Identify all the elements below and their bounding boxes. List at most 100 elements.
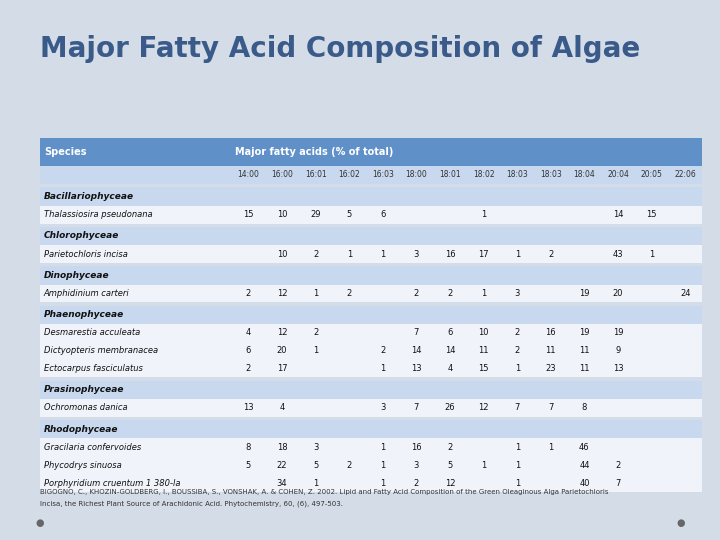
Text: Rhodophyceae: Rhodophyceae <box>44 425 118 434</box>
Text: 14:00: 14:00 <box>238 171 259 179</box>
Text: Major fatty acids (% of total): Major fatty acids (% of total) <box>235 147 394 157</box>
Text: 2: 2 <box>447 443 453 452</box>
Text: 7: 7 <box>515 403 520 413</box>
Text: 2: 2 <box>414 289 419 298</box>
Text: 43: 43 <box>613 249 624 259</box>
Text: Ochromonas danica: Ochromonas danica <box>44 403 127 413</box>
Text: 19: 19 <box>613 328 624 338</box>
Text: 2: 2 <box>414 478 419 488</box>
Text: Porphyridium cruentum 1 380-la: Porphyridium cruentum 1 380-la <box>44 478 181 488</box>
Text: 12: 12 <box>445 478 455 488</box>
Text: 1: 1 <box>313 478 318 488</box>
Text: 3: 3 <box>380 403 385 413</box>
Text: 7: 7 <box>616 478 621 488</box>
Text: 10: 10 <box>276 249 287 259</box>
Text: 4: 4 <box>447 364 453 373</box>
Text: Incisa, the Richest Plant Source of Arachidonic Acid. Phytochemistry, 60, (6), 4: Incisa, the Richest Plant Source of Arac… <box>40 501 343 507</box>
Text: Parietochloris incisa: Parietochloris incisa <box>44 249 127 259</box>
Text: 13: 13 <box>411 364 422 373</box>
Text: Bacillariophyceae: Bacillariophyceae <box>44 192 134 201</box>
Text: 2: 2 <box>346 289 352 298</box>
Text: 12: 12 <box>276 328 287 338</box>
Text: 24: 24 <box>680 289 690 298</box>
Text: Prasinophyceae: Prasinophyceae <box>44 386 125 394</box>
Text: 15: 15 <box>478 364 489 373</box>
Text: 15: 15 <box>647 210 657 219</box>
Text: 18:01: 18:01 <box>439 171 461 179</box>
Text: 2: 2 <box>616 461 621 470</box>
Text: 13: 13 <box>243 403 254 413</box>
Text: 11: 11 <box>478 346 489 355</box>
Text: 1: 1 <box>515 249 520 259</box>
Text: 2: 2 <box>380 346 385 355</box>
Text: 12: 12 <box>478 403 489 413</box>
Text: 5: 5 <box>246 461 251 470</box>
Text: 20:04: 20:04 <box>607 171 629 179</box>
Text: 18:02: 18:02 <box>473 171 495 179</box>
Text: 16:00: 16:00 <box>271 171 293 179</box>
Text: 23: 23 <box>546 364 556 373</box>
Text: 2: 2 <box>246 289 251 298</box>
Text: 5: 5 <box>346 210 352 219</box>
Text: ●: ● <box>676 518 685 528</box>
Text: 5: 5 <box>313 461 318 470</box>
Text: 20: 20 <box>613 289 624 298</box>
Text: 9: 9 <box>616 346 621 355</box>
Text: 34: 34 <box>276 478 287 488</box>
Text: 44: 44 <box>579 461 590 470</box>
Text: 2: 2 <box>515 328 520 338</box>
Text: 16: 16 <box>546 328 556 338</box>
Text: BIGOGNO, C., KHOZIN-GOLDBERG, I., BOUSSIBA, S., VONSHAK, A. & COHEN, Z. 2002. Li: BIGOGNO, C., KHOZIN-GOLDBERG, I., BOUSSI… <box>40 489 608 495</box>
Text: 1: 1 <box>548 443 554 452</box>
Text: 1: 1 <box>380 478 385 488</box>
Text: 2: 2 <box>548 249 554 259</box>
Text: 19: 19 <box>579 289 590 298</box>
Text: 16:02: 16:02 <box>338 171 360 179</box>
Text: 3: 3 <box>313 443 318 452</box>
Text: 1: 1 <box>515 443 520 452</box>
Text: Major Fatty Acid Composition of Algae: Major Fatty Acid Composition of Algae <box>40 35 640 63</box>
Text: 22:06: 22:06 <box>675 171 696 179</box>
Text: 6: 6 <box>246 346 251 355</box>
Text: 29: 29 <box>310 210 321 219</box>
Text: 17: 17 <box>276 364 287 373</box>
Text: 1: 1 <box>380 443 385 452</box>
Text: 18:04: 18:04 <box>574 171 595 179</box>
Text: 11: 11 <box>546 346 556 355</box>
Text: 1: 1 <box>515 478 520 488</box>
Text: 6: 6 <box>380 210 385 219</box>
Text: 16: 16 <box>445 249 455 259</box>
Text: 1: 1 <box>649 249 654 259</box>
Text: 14: 14 <box>411 346 422 355</box>
Text: Chlorophyceae: Chlorophyceae <box>44 232 120 240</box>
Text: 1: 1 <box>380 461 385 470</box>
Text: 2: 2 <box>246 364 251 373</box>
Text: 1: 1 <box>515 461 520 470</box>
Text: ●: ● <box>35 518 44 528</box>
Text: 15: 15 <box>243 210 253 219</box>
Text: 1: 1 <box>380 249 385 259</box>
Text: 4: 4 <box>246 328 251 338</box>
Text: 1: 1 <box>481 289 486 298</box>
Text: Desmarestia acculeata: Desmarestia acculeata <box>44 328 140 338</box>
Text: 26: 26 <box>445 403 455 413</box>
Text: 12: 12 <box>276 289 287 298</box>
Text: 11: 11 <box>579 364 590 373</box>
Text: 16:01: 16:01 <box>305 171 327 179</box>
Text: 1: 1 <box>313 289 318 298</box>
Text: Dinophyceae: Dinophyceae <box>44 271 109 280</box>
Text: 11: 11 <box>579 346 590 355</box>
Text: 1: 1 <box>481 210 486 219</box>
Text: 4: 4 <box>279 403 284 413</box>
Text: 14: 14 <box>445 346 455 355</box>
Text: 7: 7 <box>414 328 419 338</box>
Text: 16:03: 16:03 <box>372 171 394 179</box>
Text: Dictyopteris membranacea: Dictyopteris membranacea <box>44 346 158 355</box>
Text: 14: 14 <box>613 210 624 219</box>
Text: 3: 3 <box>414 249 419 259</box>
Text: 18:03: 18:03 <box>506 171 528 179</box>
Text: 13: 13 <box>613 364 624 373</box>
Text: 3: 3 <box>515 289 520 298</box>
Text: 10: 10 <box>478 328 489 338</box>
Text: 22: 22 <box>276 461 287 470</box>
